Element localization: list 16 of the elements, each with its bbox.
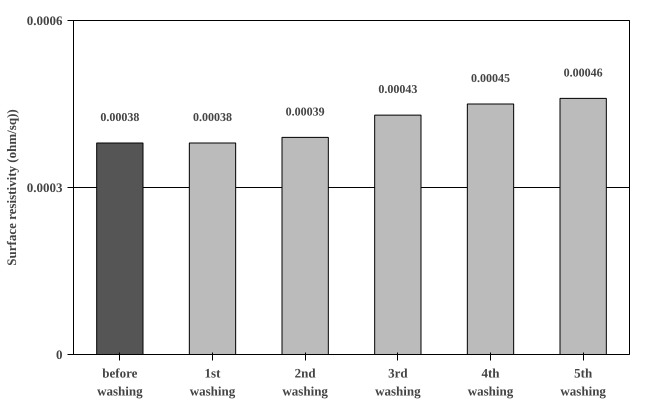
data-label: 0.00038	[100, 110, 140, 124]
y-tick-label: 0	[56, 347, 62, 362]
data-label: 0.00038	[193, 110, 232, 124]
x-tick-label: 3rd washing	[375, 366, 422, 398]
data-label: 0.00039	[286, 104, 325, 118]
y-tick-label: 0.0006	[26, 13, 63, 28]
x-tick-label: 2nd washing	[282, 366, 328, 398]
x-tick-label: before washing	[97, 366, 144, 398]
x-tick-label: 1st washing	[190, 366, 236, 398]
x-tick-label: 5th washing	[560, 366, 606, 398]
y-tick-label: 0.0003	[26, 180, 63, 195]
data-label: 0.00043	[378, 82, 418, 96]
x-tick-label: 4th washing	[468, 366, 514, 398]
data-label: 0.00045	[471, 71, 510, 85]
data-label: 0.00046	[564, 65, 603, 80]
y-axis-title: Surface resistivity (ohm/sq))	[4, 109, 19, 266]
